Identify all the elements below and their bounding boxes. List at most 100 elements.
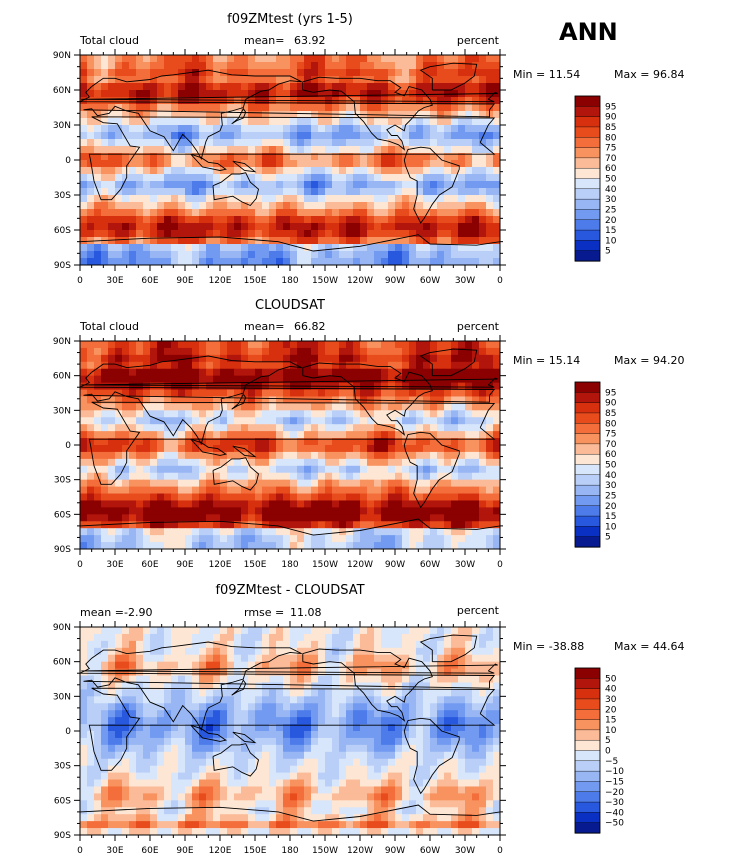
- heatmap-cell: [360, 223, 368, 231]
- heatmap-cell: [164, 55, 172, 63]
- heatmap-cell: [283, 521, 291, 529]
- heatmap-cell: [115, 132, 123, 140]
- heatmap-cell: [143, 223, 151, 231]
- heatmap-cell: [444, 132, 452, 140]
- heatmap-cell: [486, 132, 494, 140]
- heatmap-cell: [353, 139, 361, 147]
- heatmap-cell: [80, 188, 88, 196]
- heatmap-cell: [255, 354, 263, 363]
- heatmap-cell: [353, 375, 361, 384]
- heatmap-cell: [318, 542, 326, 549]
- heatmap-cell: [472, 731, 480, 739]
- heatmap-cell: [164, 528, 172, 536]
- heatmap-cell: [185, 230, 193, 238]
- heatmap-cell: [430, 258, 438, 265]
- heatmap-cell: [150, 375, 158, 384]
- colorbar-swatch: [574, 240, 601, 252]
- heatmap-cell: [220, 62, 228, 70]
- heatmap-cell: [248, 410, 256, 418]
- heatmap-cell: [171, 451, 179, 460]
- heatmap-cell: [157, 472, 165, 481]
- heatmap-cell: [143, 354, 151, 363]
- heatmap-cell: [143, 737, 151, 746]
- heatmap-cell: [101, 361, 109, 370]
- heatmap-cell: [157, 389, 165, 398]
- heatmap-cell: [388, 514, 396, 522]
- heatmap-cell: [101, 258, 109, 265]
- heatmap-cell: [381, 640, 389, 649]
- heatmap-cell: [283, 125, 291, 133]
- heatmap-cell: [171, 417, 179, 425]
- x-tick-label: 150E: [244, 560, 267, 570]
- heatmap-cell: [206, 251, 214, 259]
- heatmap-cell: [171, 167, 179, 175]
- heatmap-cell: [360, 244, 368, 252]
- heatmap-cell: [465, 535, 473, 543]
- coastline: [232, 445, 257, 458]
- heatmap-cell: [388, 424, 396, 432]
- heatmap-cell: [87, 111, 95, 119]
- heatmap-cell: [143, 251, 151, 259]
- heatmap-cell: [430, 410, 438, 418]
- heatmap-cell: [416, 647, 424, 656]
- heatmap-cell: [486, 500, 494, 508]
- heatmap-cell: [332, 654, 340, 663]
- heatmap-cell: [178, 731, 186, 739]
- heatmap-cell: [381, 139, 389, 147]
- heatmap-cell: [255, 633, 263, 642]
- heatmap-cell: [241, 354, 249, 363]
- heatmap-cell: [115, 535, 123, 543]
- heatmap-cell: [388, 438, 396, 446]
- heatmap-cell: [108, 174, 116, 182]
- y-tick-label: 30S: [54, 191, 71, 201]
- heatmap-cell: [388, 174, 396, 182]
- heatmap-cell: [451, 389, 459, 398]
- heatmap-cell: [283, 230, 291, 238]
- heatmap-cell: [409, 223, 417, 231]
- heatmap-cell: [199, 181, 207, 189]
- heatmap-cell: [451, 710, 459, 718]
- heatmap-cell: [472, 237, 480, 245]
- heatmap-cell: [451, 465, 459, 474]
- heatmap-cell: [248, 389, 256, 398]
- heatmap-cell: [94, 111, 102, 119]
- heatmap-cell: [122, 521, 130, 529]
- heatmap-cell: [164, 125, 172, 133]
- heatmap-cell: [164, 445, 172, 453]
- heatmap-cell: [367, 202, 375, 210]
- heatmap-cell: [318, 118, 326, 126]
- heatmap-cell: [108, 431, 116, 439]
- heatmap-cell: [388, 389, 396, 398]
- heatmap-cell: [276, 458, 284, 467]
- heatmap-cell: [388, 647, 396, 656]
- heatmap-cell: [395, 507, 403, 515]
- heatmap-cell: [248, 181, 256, 189]
- heatmap-cell: [423, 69, 431, 77]
- heatmap-cell: [220, 731, 228, 739]
- heatmap-cell: [136, 368, 144, 377]
- heatmap-cell: [423, 361, 431, 370]
- heatmap-cell: [87, 479, 95, 488]
- rmse-value: 11.08: [290, 606, 322, 619]
- heatmap-cell: [318, 347, 326, 356]
- coastline: [231, 107, 247, 125]
- heatmap-cell: [479, 424, 487, 432]
- heatmap-cell: [178, 493, 186, 502]
- heatmap-cell: [430, 341, 438, 349]
- colorbar-label: 15: [605, 512, 616, 522]
- heatmap-cell: [430, 689, 438, 697]
- heatmap-cell: [276, 132, 284, 140]
- heatmap-cell: [150, 424, 158, 432]
- heatmap-cell: [255, 195, 263, 203]
- heatmap-cell: [451, 647, 459, 656]
- heatmap-cell: [346, 230, 354, 238]
- heatmap-cell: [325, 237, 333, 245]
- heatmap-cell: [395, 237, 403, 245]
- heatmap-cell: [290, 153, 298, 161]
- heatmap-cell: [199, 132, 207, 140]
- heatmap-cell: [108, 424, 116, 432]
- heatmap-cell: [276, 174, 284, 182]
- heatmap-cell: [157, 424, 165, 432]
- heatmap-cell: [206, 451, 214, 460]
- heatmap-cell: [444, 396, 452, 404]
